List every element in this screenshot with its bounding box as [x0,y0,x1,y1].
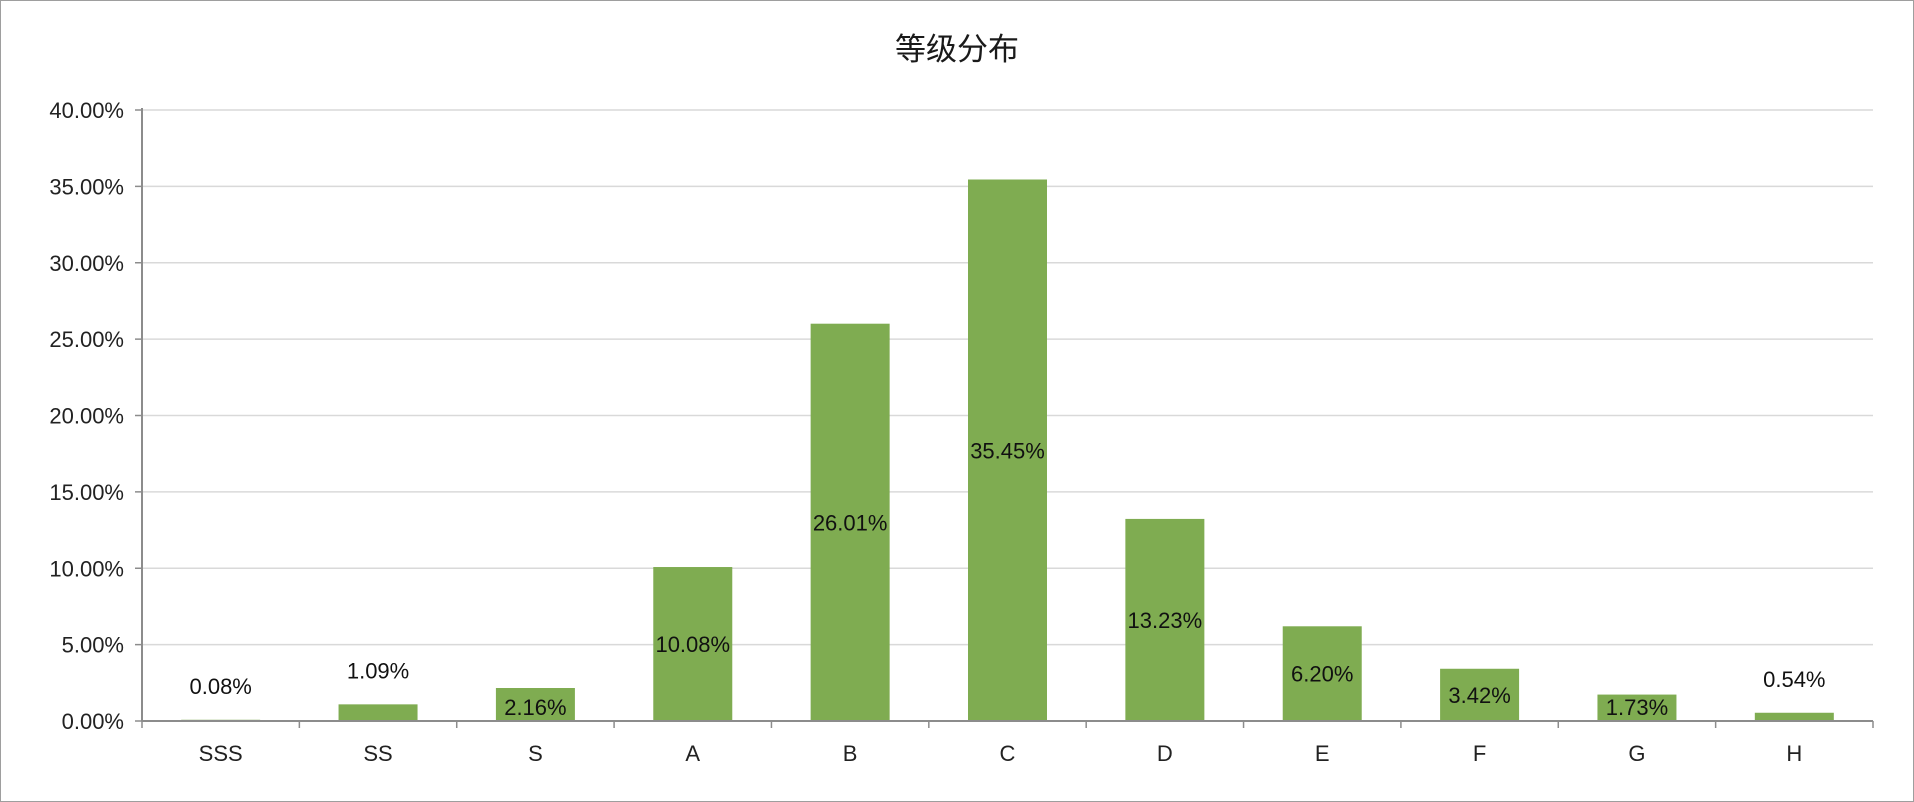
x-axis-tick-labels: SSS SS S A B C D E F G H [199,741,1803,766]
data-label: 35.45% [970,438,1045,463]
data-labels: 0.08% 1.09% 2.16% 10.08% 26.01% 35.45% 13.23% 6… [189,438,1825,720]
chart-title: 等级分布 [895,32,1019,68]
bar-h [1754,712,1834,721]
bar-e [1282,626,1362,721]
y-axis-tick-labels: 0.00% 5.00% 10.00% 15.00% 20.00% 25.00% 30.00%… [49,98,124,734]
x-axis-tick-label: B [843,741,858,766]
data-label: 6.20% [1291,662,1353,687]
bar-f [1440,668,1520,721]
y-axis-tick-label: 20.00% [49,404,124,429]
bar-c [968,179,1047,722]
y-axis-tick-label: 0.00% [62,709,124,734]
bar-g [1597,694,1677,721]
y-axis-tick-label: 30.00% [49,251,124,276]
bar-s [495,688,575,721]
x-axis-tick-label: S [528,741,543,766]
data-label: 1.09% [347,658,409,683]
y-axis-tick-label: 40.00% [49,98,124,123]
y-axis-tick-label: 35.00% [49,174,124,199]
x-axis-tick-label: E [1315,741,1330,766]
x-axis-tick-label: SS [363,741,392,766]
data-label: 1.73% [1606,695,1668,720]
axes [135,108,1874,728]
y-axis-tick-label: 5.00% [62,633,124,658]
bar-d [1125,518,1205,721]
y-axis-tick-label: 10.00% [49,556,124,581]
data-label: 0.08% [189,674,251,699]
x-axis-tick-label: G [1628,741,1645,766]
data-label: 13.23% [1128,608,1203,633]
bar-b [810,323,890,721]
data-label: 26.01% [813,510,888,535]
x-axis-tick-label: D [1157,741,1173,766]
bars [181,179,1834,722]
x-axis-tick-label: F [1473,741,1486,766]
y-axis-tick-label: 25.00% [49,327,124,352]
data-label: 10.08% [655,632,730,657]
x-axis-tick-label: SSS [199,741,243,766]
x-axis-tick-label: H [1786,741,1802,766]
bar-a [653,567,733,721]
bar-ss [338,704,418,721]
data-label: 0.54% [1763,667,1825,692]
x-axis-tick-label: A [685,741,700,766]
data-label: 2.16% [504,695,566,720]
x-axis-tick-label: C [1000,741,1016,766]
y-axis-tick-label: 15.00% [49,480,124,505]
data-label: 3.42% [1448,683,1510,708]
